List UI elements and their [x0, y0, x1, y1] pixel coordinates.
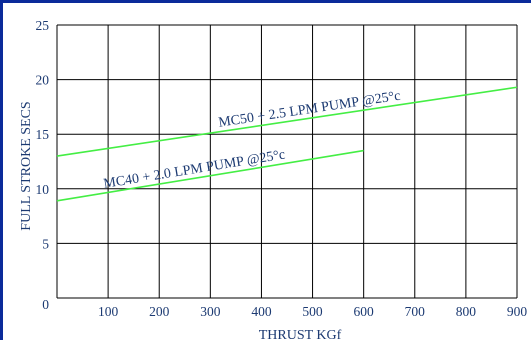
series-line — [56, 86, 518, 157]
x-tick-label: 400 — [251, 304, 272, 319]
x-axis-title: THRUST KGf — [259, 328, 342, 343]
y-tick-label: 5 — [42, 236, 49, 251]
tick-labels: 100 200 300 400 500 600 700 800 900 0 5 10 15 20 25 — [36, 18, 528, 319]
series-labels: MC50 + 2.5 LPM PUMP @25°c MC40 + 2.0 LPM … — [103, 89, 402, 192]
series-line — [56, 149, 364, 202]
x-tick-label: 500 — [302, 304, 323, 319]
x-tick-label: 300 — [200, 304, 221, 319]
y-tick-label: 25 — [36, 18, 50, 33]
x-tick-label: 800 — [456, 304, 477, 319]
y-tick-label: 10 — [36, 182, 50, 197]
x-tick-label: 700 — [405, 304, 426, 319]
y-tick-label: 0 — [42, 297, 49, 312]
series-label: MC50 + 2.5 LPM PUMP @25°c — [217, 89, 401, 131]
grid — [56, 24, 518, 299]
x-tick-label: 900 — [507, 304, 528, 319]
y-tick-label: 15 — [36, 127, 50, 142]
y-axis-title: FULL STROKE SECS — [19, 101, 34, 230]
series-lines — [56, 86, 518, 202]
x-tick-label: 100 — [98, 304, 119, 319]
y-tick-label: 20 — [36, 73, 50, 88]
series-label: MC40 + 2.0 LPM PUMP @25°c — [103, 148, 287, 193]
x-tick-label: 200 — [149, 304, 170, 319]
chart-svg: 100 200 300 400 500 600 700 800 900 0 5 10 15 20 25 MC… — [19, 18, 528, 343]
x-tick-label: 600 — [354, 304, 375, 319]
